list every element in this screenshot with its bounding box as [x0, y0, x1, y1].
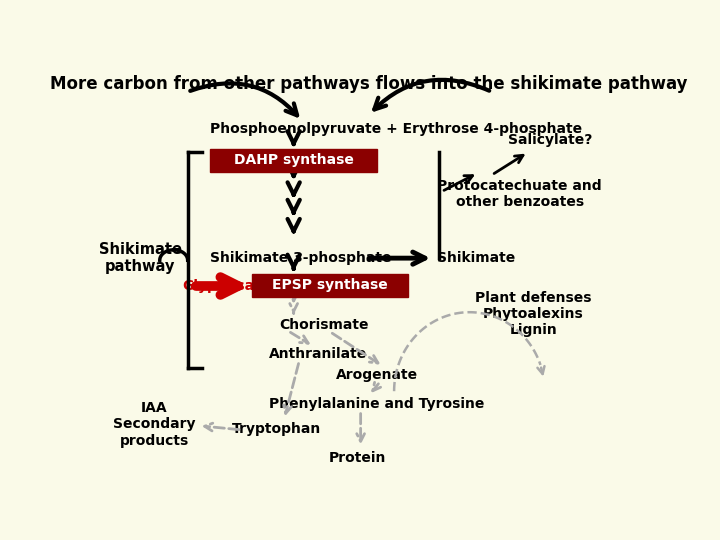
Text: DAHP synthase: DAHP synthase — [234, 153, 354, 167]
Text: Arogenate: Arogenate — [336, 368, 418, 382]
Text: Glyphosate: Glyphosate — [183, 279, 271, 293]
Text: Shikimate 3-phosphate: Shikimate 3-phosphate — [210, 251, 392, 265]
Text: Shikimate
pathway: Shikimate pathway — [99, 242, 181, 274]
Text: Protein: Protein — [329, 451, 387, 465]
Text: Shikimate: Shikimate — [437, 251, 516, 265]
Text: Tryptophan: Tryptophan — [233, 422, 322, 436]
FancyBboxPatch shape — [210, 149, 377, 172]
Text: IAA
Secondary
products: IAA Secondary products — [113, 401, 195, 448]
Text: Phenylalanine and Tyrosine: Phenylalanine and Tyrosine — [269, 397, 484, 411]
Text: Phosphoenolpyruvate + Erythrose 4-phosphate: Phosphoenolpyruvate + Erythrose 4-phosph… — [210, 122, 582, 136]
FancyBboxPatch shape — [252, 274, 408, 297]
Text: Salicylate?: Salicylate? — [508, 133, 593, 147]
Text: Plant defenses
Phytoalexins
Lignin: Plant defenses Phytoalexins Lignin — [475, 291, 592, 338]
Text: More carbon from other pathways flows into the shikimate pathway: More carbon from other pathways flows in… — [50, 75, 688, 93]
Text: Protocatechuate and
other benzoates: Protocatechuate and other benzoates — [437, 179, 602, 209]
Text: Chorismate: Chorismate — [280, 318, 369, 332]
Text: EPSP synthase: EPSP synthase — [272, 279, 388, 292]
Text: Anthranilate: Anthranilate — [269, 347, 366, 361]
